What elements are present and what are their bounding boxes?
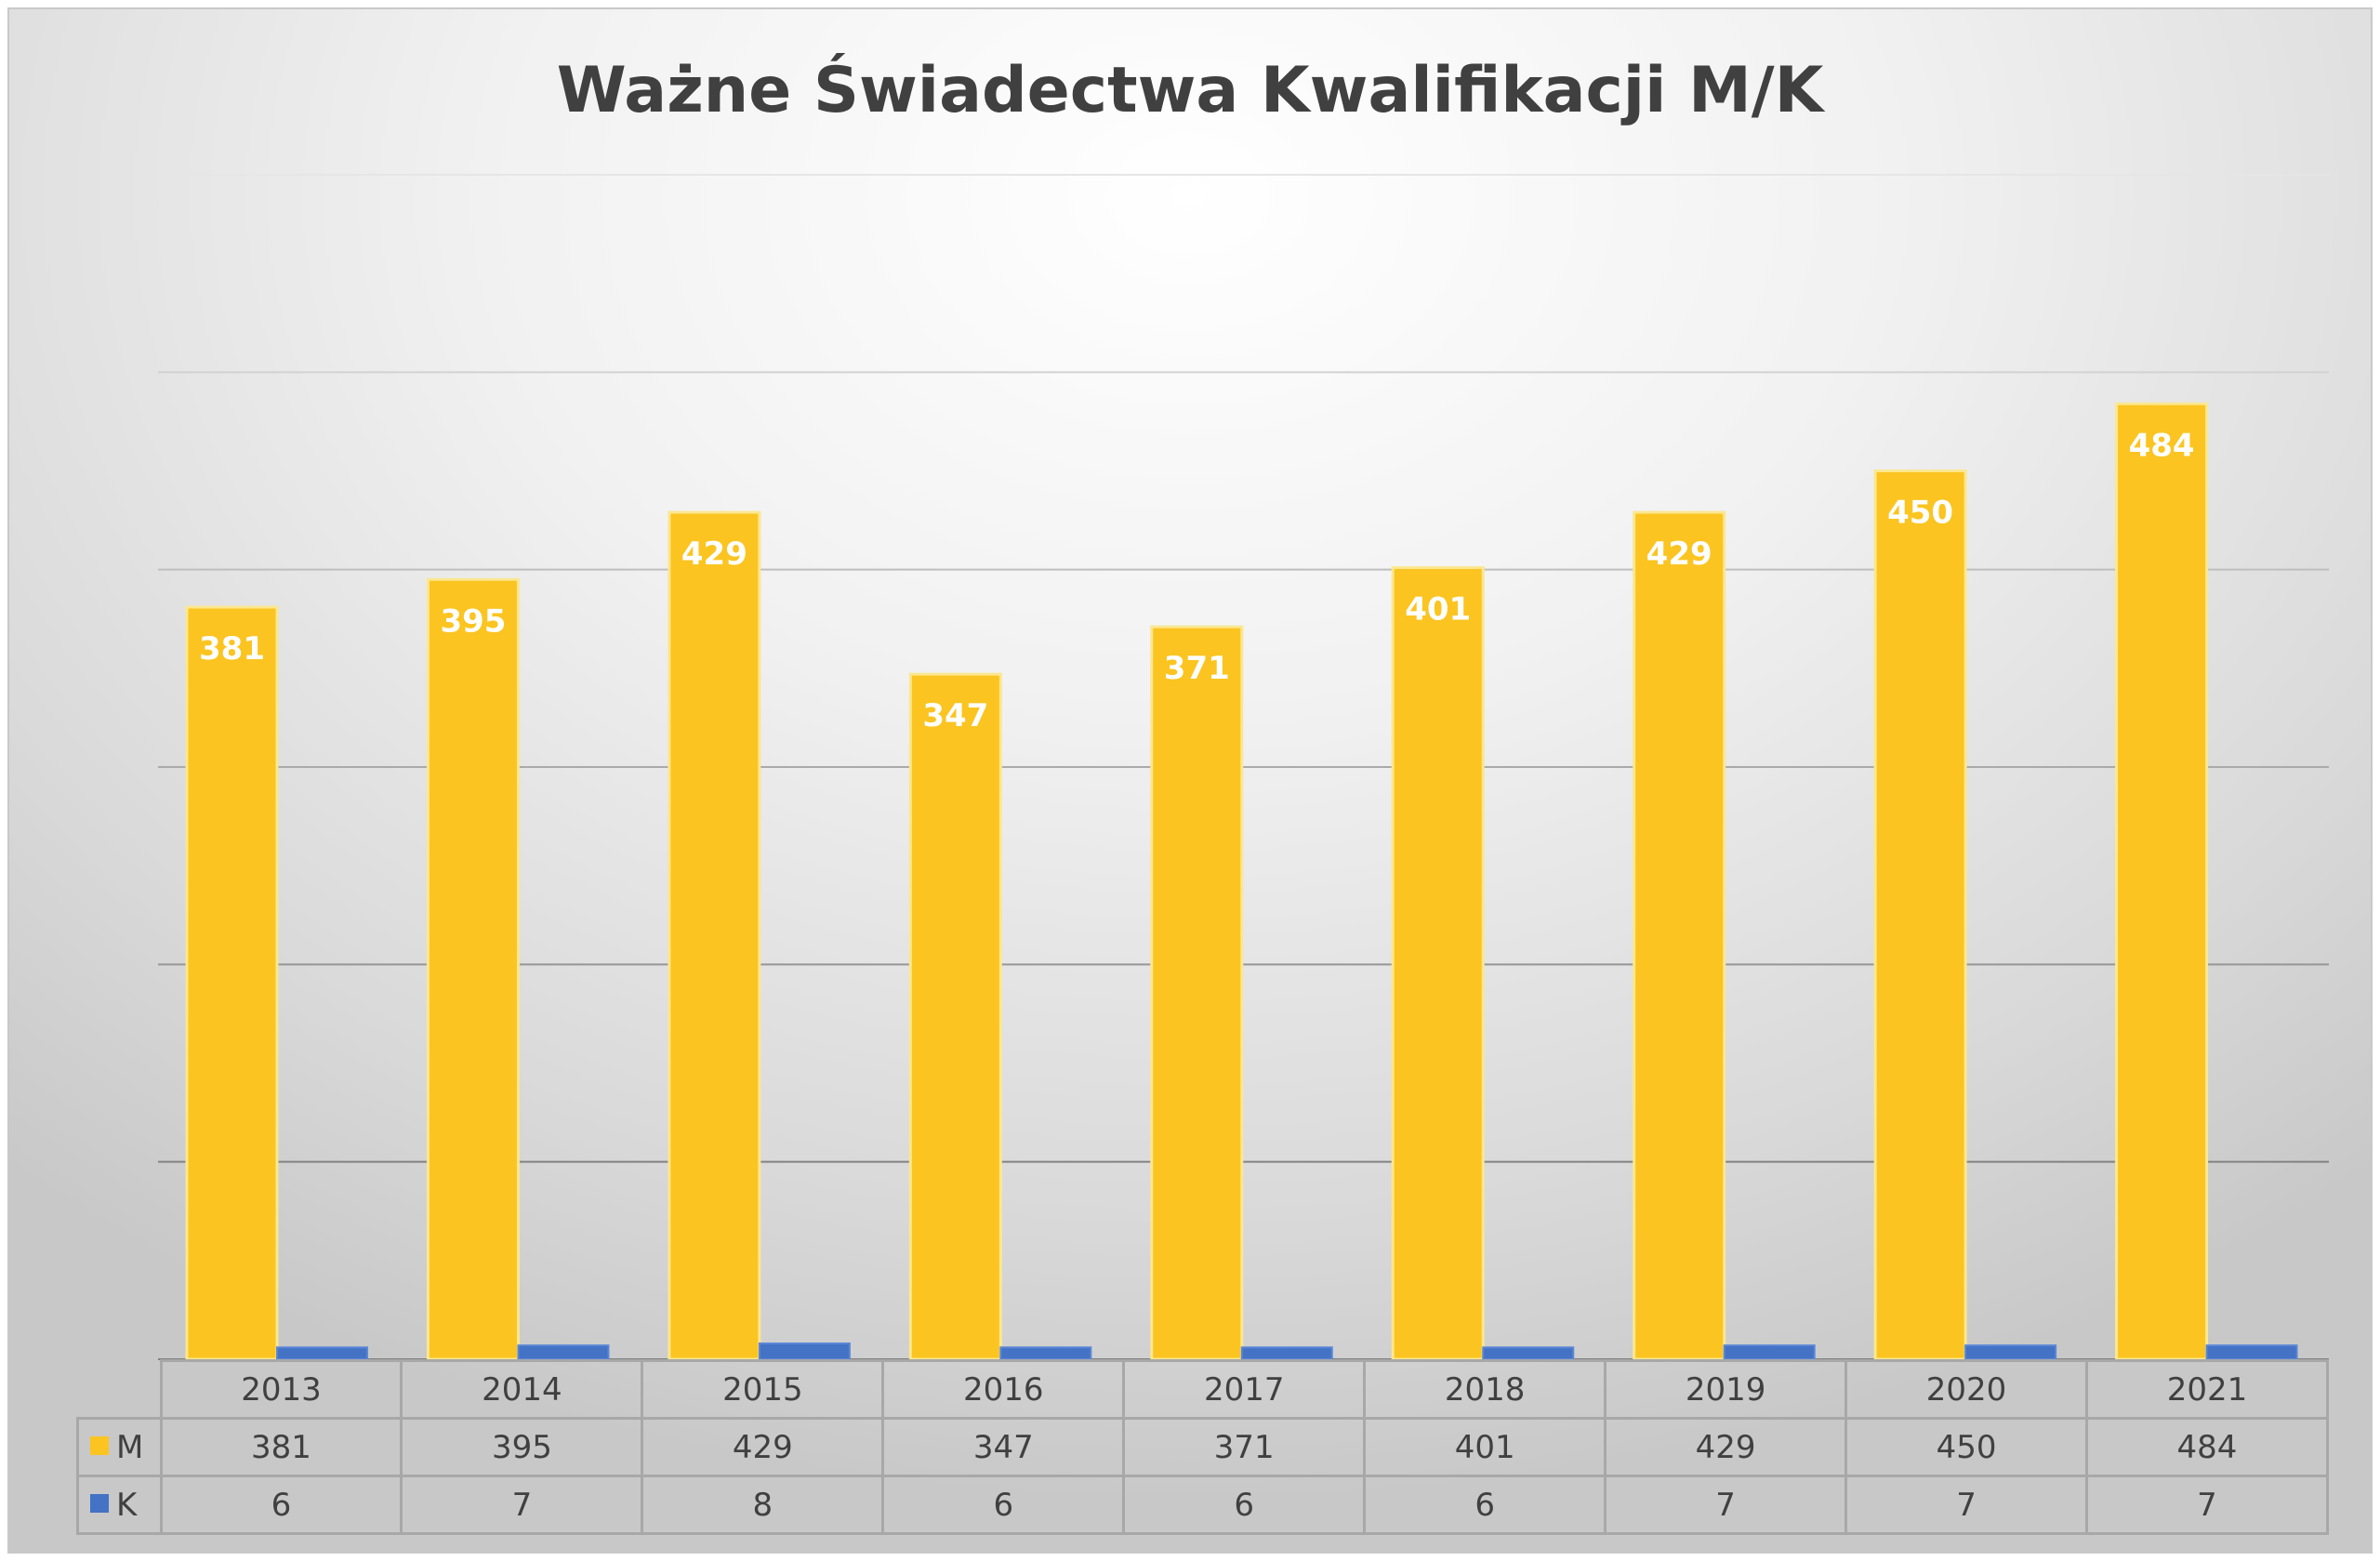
- table-cell-k-2020: 7: [1844, 1475, 2088, 1535]
- bar-m-2015: [668, 510, 761, 1361]
- bar-m-2014: [426, 577, 520, 1361]
- table-header-2020: 2020: [1844, 1359, 2088, 1420]
- table-header-2015: 2015: [641, 1359, 885, 1420]
- table-row-series-m: M 381 395 429 347 371 401 429 450 484: [76, 1417, 2329, 1477]
- gridlines: [158, 174, 2329, 1360]
- bars: [185, 402, 2298, 1361]
- legend-label-m: M: [116, 1428, 144, 1466]
- legend-swatch-k: [90, 1494, 109, 1513]
- bar-k-2015: [758, 1343, 851, 1360]
- table-cell-m-2019: 429: [1604, 1417, 1848, 1477]
- legend-swatch-m: [90, 1436, 109, 1455]
- bar-m-2021: [2115, 402, 2209, 1361]
- legend-entry-m: M: [76, 1417, 163, 1477]
- table-cell-k-2018: 6: [1363, 1475, 1607, 1535]
- table-header-2016: 2016: [881, 1359, 1126, 1420]
- bar-k-2020: [1964, 1344, 2057, 1361]
- bar-m-2016: [908, 672, 1002, 1361]
- legend-entry-k: K: [76, 1475, 163, 1535]
- table-header-2021: 2021: [2085, 1359, 2329, 1420]
- bar-m-2019: [1633, 510, 1726, 1361]
- bar-m-2020: [1873, 470, 1967, 1361]
- table-cell-m-2013: 381: [159, 1417, 403, 1477]
- data-label-m-2021: 484: [2129, 427, 2195, 464]
- table-header-2018: 2018: [1363, 1359, 1607, 1420]
- table-cell-k-2016: 6: [881, 1475, 1126, 1535]
- data-label-m-2014: 395: [440, 602, 506, 640]
- bar-k-2016: [999, 1346, 1092, 1361]
- table-row-categories: 2013 2014 2015 2016 2017 2018 2019 2020 2021: [78, 1359, 2329, 1420]
- data-table: 2013 2014 2015 2016 2017 2018 2019 2020 2021 M 38…: [76, 1359, 2329, 1535]
- bar-k-2013: [276, 1346, 368, 1361]
- bar-k-2019: [1723, 1344, 1816, 1361]
- table-corner: [78, 1361, 162, 1419]
- bar-k-2018: [1482, 1346, 1575, 1361]
- bar-k-2017: [1240, 1346, 1333, 1361]
- data-labels: 381 395 429 347 371 401 429 450 484: [199, 427, 2195, 734]
- table-header-2014: 2014: [400, 1359, 644, 1420]
- bar-m-2017: [1150, 625, 1244, 1361]
- bar-k-2021: [2205, 1344, 2298, 1361]
- table-cell-m-2014: 395: [400, 1417, 644, 1477]
- table-cell-k-2014: 7: [400, 1475, 644, 1535]
- data-label-m-2018: 401: [1405, 591, 1471, 628]
- data-label-m-2015: 429: [681, 536, 747, 573]
- table-cell-m-2016: 347: [881, 1417, 1126, 1477]
- data-label-m-2013: 381: [199, 630, 265, 668]
- data-label-m-2016: 347: [922, 697, 988, 734]
- bar-m-2013: [185, 605, 279, 1361]
- data-label-m-2020: 450: [1887, 495, 1953, 532]
- table-cell-m-2018: 401: [1363, 1417, 1607, 1477]
- data-label-m-2017: 371: [1164, 650, 1230, 687]
- table-cell-k-2013: 6: [159, 1475, 403, 1535]
- chart-title: Ważne Świadectwa Kwalifikacji M/K: [556, 54, 1824, 127]
- table-cell-m-2017: 371: [1122, 1417, 1367, 1477]
- table-cell-k-2017: 6: [1122, 1475, 1367, 1535]
- table-header-2017: 2017: [1122, 1359, 1367, 1420]
- table-header-2013: 2013: [159, 1359, 403, 1420]
- legend-label-k: K: [116, 1486, 138, 1524]
- table-header-2019: 2019: [1604, 1359, 1848, 1420]
- table-cell-k-2021: 7: [2085, 1475, 2329, 1535]
- table-cell-m-2021: 484: [2085, 1417, 2329, 1477]
- table-cell-m-2015: 429: [641, 1417, 885, 1477]
- table-cell-m-2020: 450: [1844, 1417, 2088, 1477]
- bar-k-2014: [517, 1344, 610, 1361]
- bar-m-2018: [1391, 566, 1485, 1361]
- table-cell-k-2019: 7: [1604, 1475, 1848, 1535]
- data-label-m-2019: 429: [1646, 536, 1712, 573]
- table-cell-k-2015: 8: [641, 1475, 885, 1535]
